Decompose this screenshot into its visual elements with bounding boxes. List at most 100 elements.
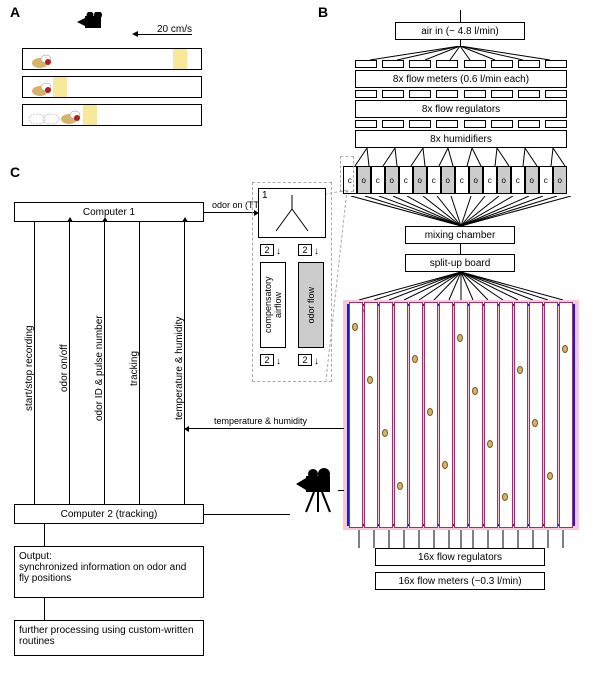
panel-a: 20 cm/s bbox=[22, 12, 222, 152]
array-tube bbox=[529, 302, 543, 528]
fly-marker bbox=[562, 345, 568, 353]
fly-marker bbox=[547, 472, 553, 480]
valve-y bbox=[262, 191, 322, 235]
lbl-tracking: tracking bbox=[129, 268, 140, 468]
lbl-odoronoff: odor on/off bbox=[59, 268, 70, 468]
co-box: o bbox=[385, 166, 399, 194]
co-box: c bbox=[483, 166, 497, 194]
tube-3 bbox=[22, 104, 202, 126]
co-box: o bbox=[357, 166, 371, 194]
converge-16 bbox=[343, 196, 579, 226]
fly-marker bbox=[412, 355, 418, 363]
co-box: c bbox=[539, 166, 553, 194]
co-box: o bbox=[553, 166, 567, 194]
lbl-odorid: odor ID & pulse number bbox=[94, 268, 105, 468]
reg-row-8 bbox=[355, 90, 567, 98]
flow-meters-16: 16x flow meters (~0.3 l/min) bbox=[375, 572, 545, 590]
co-box: c bbox=[511, 166, 525, 194]
split-board: split-up board bbox=[405, 254, 515, 272]
array-tube bbox=[379, 302, 393, 528]
odor-flow: odor flow bbox=[298, 262, 324, 348]
camera-icon-c bbox=[294, 468, 338, 514]
array-tube bbox=[499, 302, 513, 528]
fly-marker bbox=[397, 482, 403, 490]
fly-marker bbox=[502, 493, 508, 501]
panel-c: Computer 1 odor on (TTL) 1 2 ↓ 2 ↓ compe… bbox=[14, 178, 334, 688]
fly-marker bbox=[517, 366, 523, 374]
array-tube bbox=[424, 302, 438, 528]
fly-1 bbox=[29, 51, 55, 69]
flow-reg-16: 16x flow regulators bbox=[375, 548, 545, 566]
lbl-temphum: temperature & humidity bbox=[174, 268, 185, 468]
camera-to-array bbox=[338, 490, 344, 491]
co-row: cocococococococo bbox=[343, 166, 579, 194]
mixing-chamber: mixing chamber bbox=[405, 226, 515, 244]
flow-meters-8: 8x flow meters (0.6 l/min each) bbox=[355, 70, 567, 88]
temphum-lbl: temperature & humidity bbox=[214, 416, 307, 426]
mark2-a: 2 bbox=[260, 244, 274, 256]
array-tube bbox=[544, 302, 558, 528]
further-box: further processing using custom-written … bbox=[14, 620, 204, 656]
split-to-16 bbox=[345, 148, 577, 166]
co-box: o bbox=[497, 166, 511, 194]
fly-marker bbox=[367, 376, 373, 384]
array-tube bbox=[394, 302, 408, 528]
computer-1: Computer 1 bbox=[14, 202, 204, 222]
array-tube bbox=[454, 302, 468, 528]
tube-1 bbox=[22, 48, 202, 70]
mark2-c: 2 bbox=[260, 354, 274, 366]
fan-to-tubes bbox=[345, 272, 577, 300]
co-box: o bbox=[525, 166, 539, 194]
co-box: o bbox=[441, 166, 455, 194]
dashed-connector bbox=[324, 164, 354, 384]
wind-speed: 20 cm/s bbox=[157, 24, 192, 35]
array-tube bbox=[469, 302, 483, 528]
co-box: c bbox=[455, 166, 469, 194]
ttl-line bbox=[204, 212, 254, 213]
mark2-d: 2 bbox=[298, 354, 312, 366]
air-in-box: air in (~ 4.8 l/min) bbox=[395, 22, 525, 40]
co-box: o bbox=[413, 166, 427, 194]
co-box: c bbox=[399, 166, 413, 194]
humidifiers-8: 8x humidifiers bbox=[355, 130, 567, 148]
odor-zone-2 bbox=[53, 77, 67, 97]
array-tube bbox=[439, 302, 453, 528]
fly-marker bbox=[382, 429, 388, 437]
air-in-arrow bbox=[460, 10, 461, 22]
label-a: A bbox=[10, 4, 20, 20]
hum-row-8 bbox=[355, 120, 567, 128]
temphum-line bbox=[189, 428, 344, 429]
camera-to-comp2 bbox=[204, 514, 290, 515]
fan-out-8 bbox=[355, 46, 565, 60]
co-box: c bbox=[427, 166, 441, 194]
label-b: B bbox=[318, 4, 328, 20]
fly-marker bbox=[472, 387, 478, 395]
tube-2 bbox=[22, 76, 202, 98]
co-box: c bbox=[371, 166, 385, 194]
output-box: Output: synchronized information on odor… bbox=[14, 546, 204, 598]
odor-flow-label: odor flow bbox=[306, 287, 316, 324]
array-tube bbox=[484, 302, 498, 528]
comp-air: compensatory airflow bbox=[260, 262, 286, 348]
array-tube bbox=[364, 302, 378, 528]
lbl-startstop: start/stop recording bbox=[24, 268, 35, 468]
odor-zone-1 bbox=[173, 49, 187, 69]
array-tube bbox=[514, 302, 528, 528]
tubes-to-reg bbox=[345, 530, 577, 548]
computer-2: Computer 2 (tracking) bbox=[14, 504, 204, 524]
array-tube bbox=[409, 302, 423, 528]
valve-box-label: 1 bbox=[262, 190, 268, 201]
flow-reg-8: 8x flow regulators bbox=[355, 100, 567, 118]
camera-icon bbox=[77, 12, 107, 34]
comp-air-label: compensatory airflow bbox=[263, 265, 283, 345]
fly-marker bbox=[487, 440, 493, 448]
fly-marker bbox=[457, 334, 463, 342]
tube-array bbox=[349, 302, 573, 528]
mark2-b: 2 bbox=[298, 244, 312, 256]
meter-row-8 bbox=[355, 60, 567, 68]
fly-marker bbox=[427, 408, 433, 416]
fly-marker bbox=[442, 461, 448, 469]
fly-marker bbox=[532, 419, 538, 427]
array-tube bbox=[559, 302, 573, 528]
fly-3-trail bbox=[27, 107, 97, 125]
